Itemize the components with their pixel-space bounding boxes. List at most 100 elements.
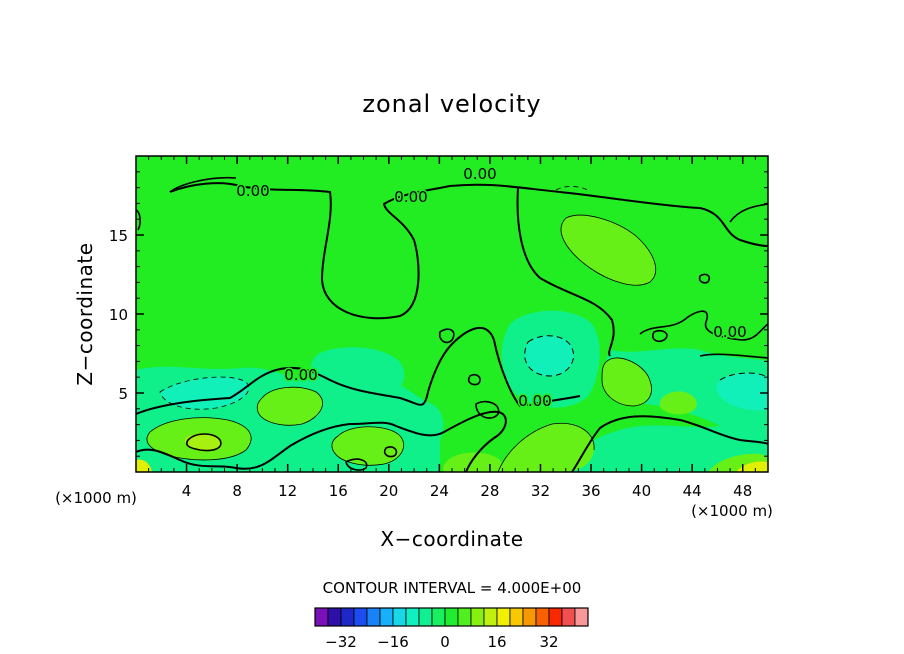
- zero-contour-left-edge: [136, 209, 141, 231]
- colorbar-swatch: [444, 607, 459, 627]
- colorbar-swatch: [535, 607, 550, 627]
- yellow-green-blob-left: [184, 433, 221, 451]
- small-loop-7: [383, 446, 398, 458]
- x-tick-label: 12: [278, 482, 297, 500]
- colorbar-swatch: [379, 607, 394, 627]
- green-band-bottom-center: [498, 423, 595, 472]
- thin-contour-4: [331, 426, 404, 466]
- thin-contour-3: [256, 386, 323, 426]
- x-tick-label: 16: [329, 482, 348, 500]
- colorbar-swatch: [392, 607, 407, 627]
- x-tick-label: 36: [581, 482, 600, 500]
- teal-blob-right: [716, 373, 768, 411]
- colorbar-swatch: [470, 607, 485, 627]
- yellow-blob-bottom-left: [136, 459, 152, 472]
- x-axis-label: X−coordinate: [380, 527, 523, 551]
- colorbar-swatch: [548, 607, 563, 627]
- thin-contour-6: [497, 422, 595, 472]
- zero-contour-lower: [136, 327, 581, 415]
- colorbar-swatch: [522, 607, 537, 627]
- contour-label: 0.00: [394, 188, 427, 206]
- green-blob-right-mid: [602, 357, 652, 406]
- colorbar-tick-label: 32: [539, 633, 558, 651]
- x-tick-label: 8: [232, 482, 242, 500]
- x-tick-label: 32: [531, 482, 550, 500]
- small-loop-4: [698, 273, 711, 284]
- y-axis-label: Z−coordinate: [73, 242, 97, 385]
- thin-contour-2: [601, 357, 652, 407]
- green-blob-right-small: [659, 391, 697, 415]
- colorbar-swatch: [314, 607, 329, 627]
- small-loop-8: [345, 458, 368, 471]
- zero-contour-bottom: [136, 410, 507, 472]
- x-tick-label: 24: [430, 482, 449, 500]
- zero-contour-top-left: [169, 176, 237, 193]
- x-tick-label: 44: [683, 482, 702, 500]
- zero-contour-right-lower: [699, 353, 768, 359]
- yellow-blob-bottom-right: [736, 461, 768, 472]
- colorbar-swatch: [561, 607, 576, 627]
- x-tick-label: 4: [182, 482, 192, 500]
- dashed-contour-2: [719, 372, 768, 381]
- contour-label: 0.00: [713, 323, 746, 341]
- colorbar-frame: [314, 607, 589, 627]
- colorbar-swatch: [418, 607, 433, 627]
- colorbar-swatch: [457, 607, 472, 627]
- contour-labels: 0.00 0.00 0.00 0.00 0.00 0.00: [235, 164, 748, 412]
- colorbar-swatch: [340, 607, 355, 627]
- contour-interval-text: CONTOUR INTERVAL = 4.000E+00: [323, 579, 582, 597]
- colorbar-tick-label: 16: [487, 633, 506, 651]
- y-tick-label: 10: [109, 306, 128, 324]
- colorbar-swatch: [483, 607, 498, 627]
- dashed-contour-4: [555, 186, 591, 193]
- x-axis-ticks: 4 8 12 16 20 24 28 32 36 40 44 48: [148, 156, 756, 500]
- contour-label: 0.00: [463, 165, 496, 183]
- y-axis-ticks: 5 10 15: [109, 171, 768, 457]
- small-loop-3: [185, 433, 222, 452]
- colorbar-swatch: [574, 607, 589, 627]
- colorbar-tick-label: 0: [440, 633, 450, 651]
- thin-contour-1: [560, 214, 656, 286]
- zero-contour-bottom-right: [571, 415, 768, 472]
- x-tick-label: 20: [379, 482, 398, 500]
- colorbar-swatch: [405, 607, 420, 627]
- colorbar-swatch: [327, 607, 342, 627]
- colorbar: [314, 607, 589, 627]
- dashed-contour-1: [524, 335, 574, 377]
- contour-label: 0.00: [236, 182, 269, 200]
- x-tick-label: 28: [480, 482, 499, 500]
- zero-contour-upper-right: [729, 203, 768, 223]
- zero-contour-top-inner: [516, 187, 615, 357]
- x-axis-unit-left: (×1000 m): [55, 489, 137, 507]
- contour-field: [136, 156, 768, 472]
- colorbar-swatch: [431, 607, 446, 627]
- teal-blob-left: [160, 377, 249, 410]
- colorbar-swatch: [496, 607, 511, 627]
- colorbar-swatch: [353, 607, 368, 627]
- x-tick-label: 40: [632, 482, 651, 500]
- zero-contour-top: [169, 182, 768, 320]
- small-loop-6: [467, 373, 481, 386]
- teal-blob-center: [524, 335, 574, 376]
- x-axis-unit-right: (×1000 m): [691, 502, 773, 520]
- cyan-blob-mid: [310, 347, 405, 401]
- green-blob-lower-a: [257, 387, 323, 426]
- dashed-contour-3: [159, 376, 250, 410]
- green-blob-bottom-mid: [443, 452, 503, 472]
- small-loop-1: [438, 328, 455, 344]
- y-tick-label: 5: [118, 385, 128, 403]
- contour-label: 0.00: [284, 366, 317, 384]
- contour-label: 0.00: [518, 392, 551, 410]
- chart-title: zonal velocity: [362, 90, 541, 118]
- small-loop-2: [475, 400, 500, 419]
- colorbar-tick-labels: −32 −16 0 16 32: [325, 633, 558, 651]
- colorbar-swatch: [366, 607, 381, 627]
- y-tick-label: 15: [109, 227, 128, 245]
- x-tick-label: 48: [733, 482, 752, 500]
- small-loop-5: [651, 329, 668, 343]
- colorbar-tick-label: −16: [377, 633, 409, 651]
- colorbar-tick-label: −32: [325, 633, 357, 651]
- colorbar-swatch: [509, 607, 524, 627]
- zero-contour-right-noise: [639, 310, 768, 341]
